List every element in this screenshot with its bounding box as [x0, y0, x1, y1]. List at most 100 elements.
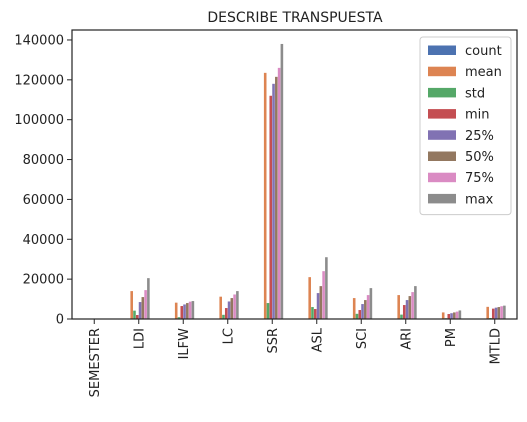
bar-50%	[141, 297, 145, 319]
bar-25%	[138, 302, 142, 319]
legend-swatch	[428, 66, 456, 77]
bar-75%	[277, 67, 281, 320]
bar-mean	[263, 72, 267, 320]
bar-75%	[233, 294, 236, 319]
bar-50%	[453, 312, 456, 319]
legend-swatch	[428, 193, 456, 204]
x-tick-label: ILFW	[177, 328, 192, 360]
legend-box	[419, 36, 512, 216]
bar-25%	[361, 304, 364, 319]
y-tick-label: 0	[56, 313, 64, 328]
plot-frame	[71, 29, 518, 320]
bar-std	[311, 307, 314, 319]
y-tick-label: 40000	[23, 233, 64, 248]
bar-mean	[397, 295, 400, 319]
legend-label: 50%	[465, 150, 494, 165]
bar-std	[266, 303, 270, 319]
y-tick-label: 60000	[23, 193, 64, 208]
bar-max	[236, 291, 239, 319]
y-tick-label: 120000	[14, 73, 64, 88]
bar-std	[222, 314, 225, 319]
bar-50%	[364, 300, 367, 319]
bar-25%	[450, 313, 453, 319]
bar-50%	[497, 307, 501, 319]
bar-std	[133, 310, 136, 319]
bar-mean	[441, 312, 445, 319]
bar-mean	[308, 277, 311, 319]
bar-max	[147, 278, 150, 319]
bar-min	[491, 308, 495, 319]
legend-swatch	[428, 87, 456, 98]
legend-label: max	[465, 192, 494, 207]
legend-label: min	[465, 108, 490, 123]
bar-min	[313, 309, 317, 319]
x-tick-label: PM	[444, 328, 459, 347]
bar-std	[355, 313, 359, 319]
x-tick-label: LC	[221, 328, 236, 344]
x-tick-label: SCI	[355, 328, 370, 349]
bar-max	[458, 310, 462, 319]
bar-75%	[500, 306, 503, 319]
legend-label: count	[465, 44, 502, 59]
y-tick-label: 20000	[23, 273, 64, 288]
bar-75%	[455, 311, 459, 319]
bar-mean	[486, 306, 489, 319]
y-tick-label: 140000	[14, 33, 64, 48]
legend: count mean std min 25% 50% 75% max	[419, 36, 512, 216]
bar-min	[180, 306, 184, 319]
bar-25%	[494, 307, 498, 319]
x-axis: SEMESTER LDI ILFW LC SSR ASL SCI ARI PM MTLD	[88, 319, 503, 397]
bar-max	[325, 257, 328, 319]
bar-min	[224, 308, 228, 319]
legend-swatch	[428, 109, 456, 119]
chart-title: DESCRIBE TRANSPUESTA	[207, 10, 383, 26]
bar-min	[269, 95, 273, 319]
bar-75%	[411, 292, 414, 319]
legend-label: mean	[465, 65, 502, 80]
legend-label: std	[465, 86, 485, 101]
x-tick-label: ASL	[310, 327, 325, 352]
bar-max	[414, 286, 417, 319]
bar-75%	[322, 271, 325, 319]
bar-mean	[219, 296, 222, 319]
x-tick-label: LDI	[132, 328, 147, 349]
bar-25%	[405, 300, 409, 319]
bar-25%	[272, 83, 275, 320]
bar-50%	[275, 76, 278, 320]
bar-std	[177, 317, 181, 319]
bars-layer	[83, 43, 506, 320]
bar-std	[400, 314, 403, 319]
bar-50%	[230, 298, 234, 319]
legend-label: 25%	[465, 129, 494, 144]
bar-50%	[319, 286, 323, 319]
bar-min	[358, 310, 362, 319]
bar-25%	[316, 293, 320, 319]
y-tick-label: 100000	[14, 113, 64, 128]
bar-25%	[227, 301, 231, 319]
bar-min	[135, 315, 139, 319]
x-tick-label: SEMESTER	[88, 328, 103, 397]
bar-75%	[144, 290, 147, 319]
bar-max	[191, 301, 195, 319]
bar-min	[447, 314, 451, 319]
bar-75%	[366, 295, 370, 319]
bar-50%	[186, 303, 189, 319]
bar-75%	[188, 301, 192, 319]
bar-50%	[408, 296, 412, 319]
x-tick-label: MTLD	[488, 328, 503, 364]
bar-25%	[183, 304, 186, 319]
bar-max	[280, 43, 284, 320]
y-axis: 0 20000 40000 60000 80000 100000 120000 140000	[14, 33, 72, 328]
bar-max	[503, 305, 506, 319]
y-tick-label: 80000	[23, 153, 64, 168]
legend-swatch	[428, 130, 456, 140]
x-tick-label: SSR	[266, 328, 281, 354]
legend-label: 75%	[465, 171, 494, 186]
x-tick-label: ARI	[399, 328, 414, 350]
legend-swatch	[428, 45, 456, 55]
legend-swatch	[428, 151, 456, 161]
bar-min	[402, 305, 406, 319]
bar-mean	[352, 298, 356, 319]
legend-swatch	[428, 172, 456, 183]
